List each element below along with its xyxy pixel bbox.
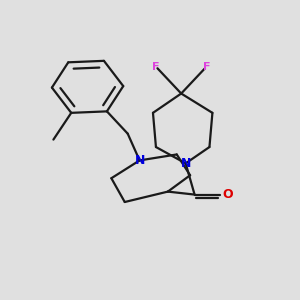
Text: N: N xyxy=(134,154,145,167)
Text: N: N xyxy=(181,157,191,170)
Text: F: F xyxy=(203,62,210,72)
Text: F: F xyxy=(152,62,160,72)
Text: O: O xyxy=(223,188,233,201)
